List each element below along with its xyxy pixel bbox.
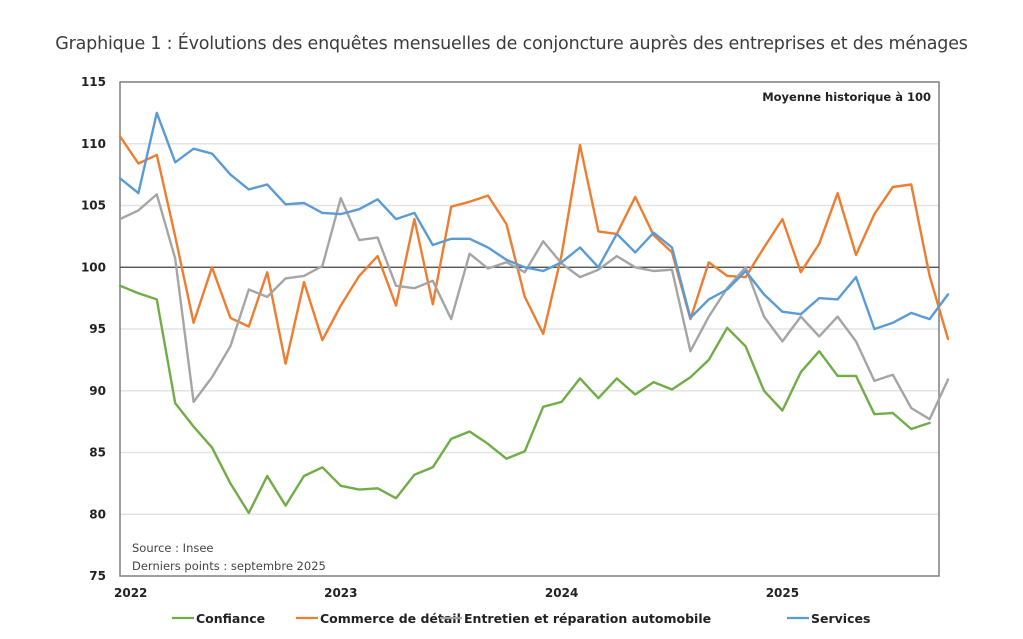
x-tick-label: 2024 <box>545 586 578 600</box>
legend-label: Confiance <box>196 611 265 626</box>
y-tick-label: 90 <box>89 384 106 398</box>
legend-label: Entretien et réparation automobile <box>464 611 711 626</box>
last-points-note: Derniers points : septembre 2025 <box>132 559 326 573</box>
source-note: Source : Insee <box>132 541 214 555</box>
y-tick-label: 110 <box>81 137 106 151</box>
x-tick-label: 2022 <box>114 586 147 600</box>
corner-note: Moyenne historique à 100 <box>762 90 931 104</box>
series-line-entretien-et-r-paration-automobile <box>118 193 950 421</box>
gridlines <box>120 143 939 515</box>
x-tick-label: 2025 <box>766 586 799 600</box>
y-tick-label: 95 <box>89 322 106 336</box>
series-line-services <box>118 111 950 331</box>
y-tick-label: 80 <box>89 507 106 521</box>
y-tick-label: 75 <box>89 569 106 583</box>
legend-label: Commerce de détail <box>320 611 461 626</box>
series-line-confiance <box>118 284 931 515</box>
chart-title: Graphique 1 : Évolutions des enquêtes me… <box>55 34 968 54</box>
legend: Confiance Commerce de détail Entretien et … <box>172 611 870 626</box>
legend-label: Services <box>811 611 870 626</box>
y-tick-label: 100 <box>81 260 106 274</box>
series-lines <box>118 111 950 515</box>
plot-frame <box>119 81 940 577</box>
y-tick-label: 105 <box>81 199 106 213</box>
y-axis-ticks: 75 80 85 90 95 100 105 110 115 <box>81 75 106 583</box>
x-tick-label: 2023 <box>324 586 357 600</box>
series-line-commerce-de-d-tail <box>118 135 950 365</box>
y-tick-label: 85 <box>89 446 106 460</box>
x-axis-ticks: 2022 2023 2024 2025 <box>114 586 799 600</box>
y-tick-label: 115 <box>81 75 106 89</box>
